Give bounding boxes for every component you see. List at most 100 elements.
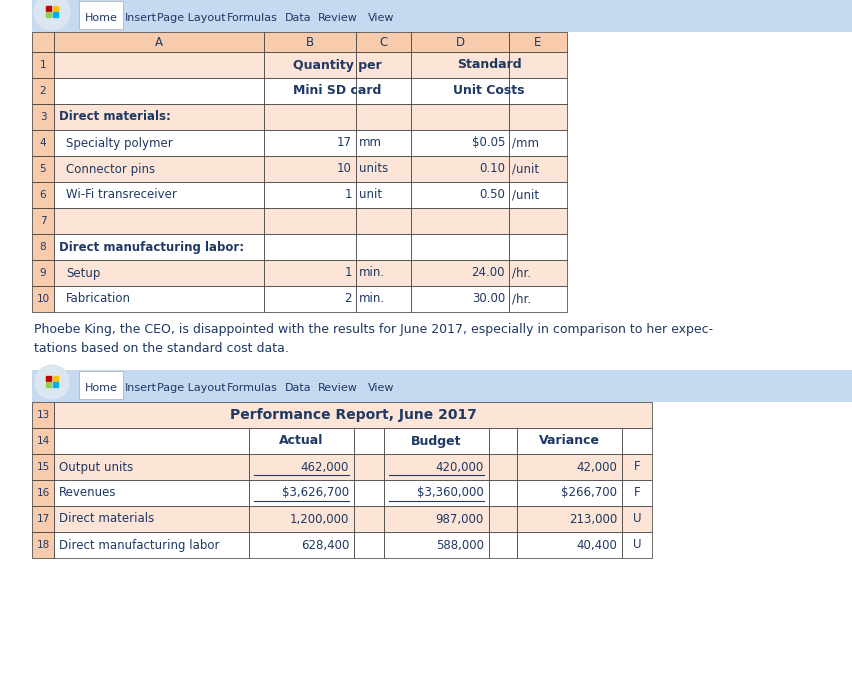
Bar [264,78,356,104]
Text: 30.00: 30.00 [472,293,505,305]
Bar [264,104,356,130]
Bar [622,454,652,480]
Text: min.: min. [359,293,385,305]
Bar [54,208,264,234]
Bar [509,78,567,104]
Bar [509,208,567,234]
Text: 987,000: 987,000 [435,512,484,526]
Bar [54,32,264,52]
Text: 1,200,000: 1,200,000 [290,512,349,526]
Bar [509,130,567,156]
Text: /unit: /unit [512,162,539,175]
Bar [622,428,652,454]
Text: Insert: Insert [125,383,157,393]
Bar [411,234,509,260]
Bar [54,78,264,104]
Bar [354,480,384,506]
Bar [354,532,384,558]
Text: 2: 2 [344,293,352,305]
Text: 42,000: 42,000 [576,460,617,474]
Text: 6: 6 [40,190,46,200]
Bar [264,182,356,208]
Bar [54,286,264,312]
Bar [517,480,622,506]
Text: View: View [368,383,394,393]
Bar [411,104,509,130]
Text: D: D [456,36,464,49]
Bar [411,130,509,156]
Text: Review: Review [318,13,358,23]
Text: 17: 17 [337,137,352,150]
Text: B: B [306,36,314,49]
Bar [354,454,384,480]
Text: units: units [359,162,389,175]
Bar [32,78,54,104]
Bar [489,480,517,506]
Bar [32,260,54,286]
Bar [517,454,622,480]
Text: Phoebe King, the CEO, is disappointed with the results for June 2017, especially: Phoebe King, the CEO, is disappointed wi… [34,324,713,336]
Bar [54,428,249,454]
Bar [53,382,58,387]
Bar [32,104,54,130]
Bar [411,182,509,208]
Bar [517,532,622,558]
Text: Output units: Output units [59,460,133,474]
Text: 18: 18 [37,540,49,550]
Bar [54,260,264,286]
Bar [32,52,54,78]
Text: 5: 5 [40,164,46,174]
Bar [411,286,509,312]
Text: Formulas: Formulas [227,13,278,23]
Text: $266,700: $266,700 [561,487,617,499]
Text: $3,360,000: $3,360,000 [417,487,484,499]
Text: Setup: Setup [66,266,101,280]
Bar [32,234,54,260]
Bar [54,156,264,182]
Bar [384,506,489,532]
Bar [32,370,852,402]
Bar [356,32,411,52]
Text: 15: 15 [37,462,49,472]
Bar [249,506,354,532]
Bar [54,104,264,130]
Text: Page Layout: Page Layout [157,13,225,23]
Text: mm: mm [359,137,382,150]
Bar [32,286,54,312]
Text: Data: Data [285,383,311,393]
Bar [509,52,567,78]
Bar [489,506,517,532]
Text: Revenues: Revenues [59,487,117,499]
Bar [356,234,411,260]
Bar [384,428,489,454]
Bar [32,32,54,52]
Text: 10: 10 [337,162,352,175]
Text: Specialty polymer: Specialty polymer [66,137,173,150]
Bar [46,6,51,11]
Bar [249,532,354,558]
Text: tations based on the standard cost data.: tations based on the standard cost data. [34,342,289,355]
Text: 1: 1 [40,60,46,70]
Bar [354,428,384,454]
Bar [54,234,264,260]
Bar [79,1,123,29]
Bar [32,454,54,480]
Text: 462,000: 462,000 [301,460,349,474]
Bar [54,532,249,558]
Circle shape [34,0,70,30]
Bar [489,532,517,558]
Bar [509,234,567,260]
Text: 17: 17 [37,514,49,524]
Text: Connector pins: Connector pins [66,162,155,175]
Text: 2: 2 [40,86,46,96]
Bar [54,52,264,78]
Bar [264,260,356,286]
Bar [354,506,384,532]
Text: Direct manufacturing labor:: Direct manufacturing labor: [59,241,245,253]
Bar [46,376,51,381]
Bar [249,428,354,454]
Text: Home: Home [84,13,118,23]
Text: A: A [155,36,163,49]
Text: 8: 8 [40,242,46,252]
Bar [517,506,622,532]
